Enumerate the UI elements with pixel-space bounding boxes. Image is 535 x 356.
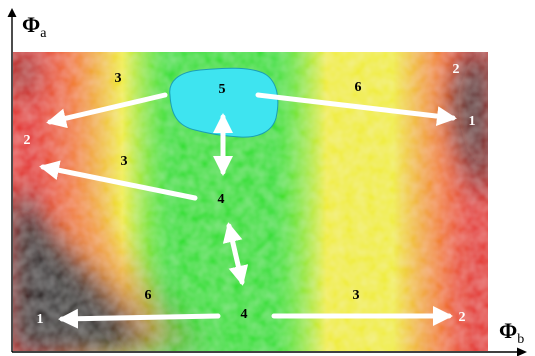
arrow-label-bottom-left: 6 bbox=[145, 288, 152, 303]
x-axis-arrowhead bbox=[517, 347, 527, 356]
arrow-lower-node-to-left bbox=[58, 308, 221, 329]
arrow-label-mid-left: 3 bbox=[121, 154, 128, 169]
region-5-blob bbox=[169, 67, 279, 138]
node-top-right-edge: 1 bbox=[469, 114, 476, 129]
y-axis-arrowhead bbox=[7, 8, 17, 17]
node-lower-center: 4 bbox=[241, 307, 248, 322]
node-top-left-edge: 2 bbox=[24, 133, 31, 148]
arrow-upper-lower-node bbox=[222, 222, 249, 286]
arrow-blob-to-top-left bbox=[46, 92, 168, 129]
arrows bbox=[39, 92, 457, 329]
arrow-upper-node-to-left bbox=[39, 160, 198, 201]
arrow-label-top-left: 3 bbox=[115, 71, 122, 86]
node-bottom-right-edge: 2 bbox=[459, 310, 466, 325]
y-axis-label: Φa bbox=[22, 12, 47, 41]
node-upper-center: 4 bbox=[218, 192, 225, 207]
node-top-right-corner: 2 bbox=[453, 62, 460, 77]
arrow-label-bottom-right: 3 bbox=[353, 288, 360, 303]
x-axis-label: Φb bbox=[499, 318, 524, 347]
arrow-label-top-right: 6 bbox=[355, 80, 362, 95]
node-bottom-left-edge: 1 bbox=[37, 312, 44, 327]
arrow-blob-to-top-right bbox=[255, 92, 457, 127]
blob-label: 5 bbox=[219, 82, 226, 97]
